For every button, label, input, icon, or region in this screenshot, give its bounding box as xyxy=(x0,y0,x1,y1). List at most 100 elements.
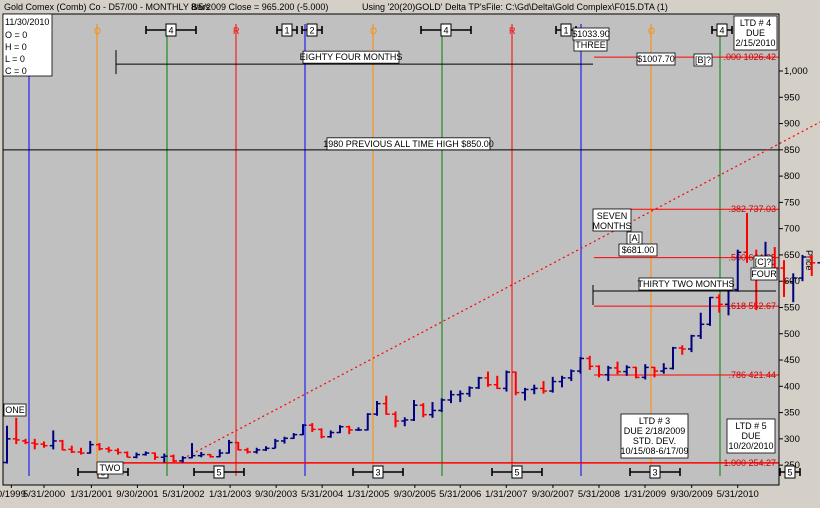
price-bar xyxy=(789,273,797,303)
cycle-mark-box xyxy=(440,23,452,37)
y-tick-label: 950 xyxy=(784,92,800,103)
ltd-line: DUE xyxy=(746,28,765,38)
price-bar xyxy=(96,443,103,451)
header-close: 8/5/2009 Close = 965.200 (-5.000) xyxy=(191,2,328,12)
price-bar xyxy=(586,355,594,371)
price-bar xyxy=(31,438,39,450)
cycle-mark-box xyxy=(716,23,728,37)
price-bar xyxy=(271,438,279,450)
price-bar xyxy=(392,411,399,428)
x-tick-label: 9/30/2003 xyxy=(255,489,297,500)
cycle-mark-top: 4 xyxy=(420,23,472,37)
retracement-label: 1.000 254.27 xyxy=(723,458,776,468)
price-bar xyxy=(244,447,251,454)
annotation-four: FOUR xyxy=(750,267,778,281)
cycle-mark-top: 4 xyxy=(145,23,197,37)
annotation-high-1033: $1033.90 xyxy=(572,27,610,41)
price-bar xyxy=(614,361,621,375)
price-bar xyxy=(59,439,66,451)
retracement-label: .000 1026.42 xyxy=(723,52,776,62)
ltd-line: 2/15/2010 xyxy=(735,38,775,48)
annotation-high-1007: $1007.70 xyxy=(636,52,676,66)
price-bar xyxy=(734,249,742,292)
label-box xyxy=(753,255,773,269)
x-tick-label: 5/31/2010 xyxy=(717,489,759,500)
cycle-mark-box xyxy=(281,23,293,37)
price-bar xyxy=(382,395,390,415)
price-bar xyxy=(521,387,529,401)
price-bar xyxy=(160,453,168,463)
header-instrument: Gold Comex (Comb) Co - D57/00 - MONTHLY … xyxy=(4,2,210,12)
price-bar xyxy=(3,425,11,464)
label-text: TWO xyxy=(100,463,121,473)
x-tick-label: 5/31/2006 xyxy=(439,489,481,500)
label-text: SEVEN MONTHS xyxy=(593,211,632,231)
label-text: $1033.90 xyxy=(572,29,610,39)
x-tick-label: 5/31/2004 xyxy=(301,489,343,500)
x-tick-label: 9/30/2009 xyxy=(671,489,713,500)
price-bar xyxy=(493,375,501,390)
price-bar xyxy=(22,438,29,445)
label-text: 1980 PREVIOUS ALL TIME HIGH $850.00 xyxy=(323,139,494,149)
cycle-mark-top: 4 xyxy=(711,23,733,37)
y-tick-label: 900 xyxy=(784,119,800,130)
ltd-line: 10/15/08-6/17/09 xyxy=(620,446,688,456)
price-bar xyxy=(595,365,603,378)
price-bar xyxy=(290,433,298,440)
price-bar xyxy=(86,440,94,454)
label-text: [A] xyxy=(629,233,640,243)
price-bar xyxy=(706,296,714,326)
cycle-line-label: O xyxy=(370,26,377,36)
cycle-line-label: O xyxy=(648,26,655,36)
price-bar xyxy=(660,363,668,374)
cycle-mark-box xyxy=(165,23,177,37)
label-text: THREE xyxy=(575,40,606,50)
price-bar xyxy=(373,401,381,416)
y-tick-label: 750 xyxy=(784,197,800,208)
y-tick-label: 350 xyxy=(784,408,800,419)
label-box xyxy=(3,403,27,417)
price-bar xyxy=(447,390,455,404)
price-bar xyxy=(817,262,820,264)
price-bar xyxy=(641,364,649,380)
cycle-mark-label: 4 xyxy=(719,26,724,36)
retracement-label: .618 552.67 xyxy=(728,301,776,311)
price-bar xyxy=(466,386,473,397)
y-tick-label: 700 xyxy=(784,224,800,235)
label-box xyxy=(626,231,643,245)
price-bar xyxy=(114,448,122,455)
price-bar xyxy=(142,451,150,456)
annotation-seven: SEVEN MONTHS xyxy=(592,208,632,232)
label-box xyxy=(592,208,632,232)
price-bar xyxy=(68,445,76,454)
cycle-line-label: R xyxy=(509,26,516,36)
label-text: ONE xyxy=(5,405,25,415)
annotation-two: TWO xyxy=(96,461,124,475)
y-tick-label: 1,000 xyxy=(784,66,808,77)
header-using: Using '20(20)GOLD' Delta TP's xyxy=(362,2,487,12)
y-tick-label: 450 xyxy=(784,355,800,366)
price-bar xyxy=(438,398,446,413)
price-bar xyxy=(632,366,640,379)
price-bar xyxy=(429,402,436,418)
y-tick-label: 500 xyxy=(784,329,800,340)
price-bar xyxy=(123,451,131,458)
ohlc-panel xyxy=(2,13,53,77)
y-tick-label: 850 xyxy=(784,145,800,156)
ltd-line: LTD # 5 xyxy=(735,421,766,431)
cycle-mark-box xyxy=(560,23,572,37)
price-bar xyxy=(623,365,631,376)
price-bar xyxy=(308,423,316,433)
price-bar xyxy=(281,436,288,444)
ltd-line: STD. DEV. xyxy=(633,436,676,446)
ltd-box xyxy=(726,418,776,454)
x-tick-label: 1/31/2003 xyxy=(209,489,251,500)
price-bar xyxy=(512,371,520,396)
y-tick-label: 400 xyxy=(784,381,800,392)
price-bar xyxy=(799,254,806,282)
x-tick-label: 1/31/2007 xyxy=(485,489,527,500)
label-box xyxy=(693,53,713,67)
price-bar xyxy=(234,441,242,451)
